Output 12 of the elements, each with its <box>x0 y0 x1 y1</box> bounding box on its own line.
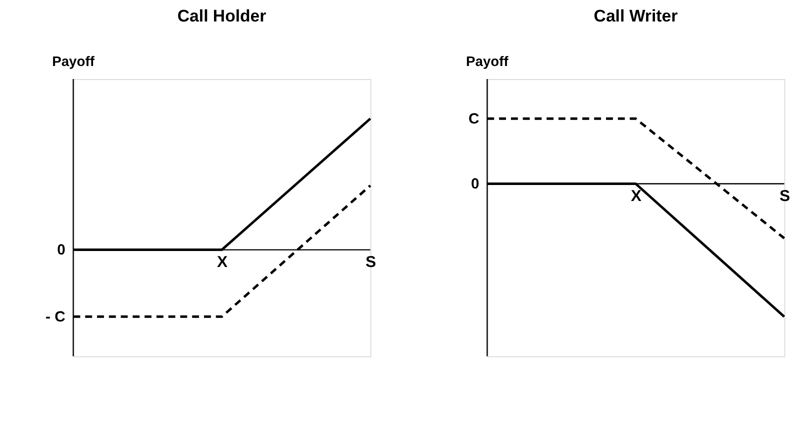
text: C <box>468 112 480 128</box>
text: 0 <box>57 242 66 259</box>
x-tick-label: S <box>779 188 790 206</box>
text: 0 <box>471 176 480 193</box>
text: - C <box>46 310 66 326</box>
x-tick-label: S <box>366 254 376 272</box>
x-tick-label: X <box>630 188 642 206</box>
y-axis-title: Payoff <box>52 53 95 70</box>
chart-title: Call Holder <box>177 6 267 26</box>
y-axis-title: Payoff <box>466 53 509 70</box>
chart-title: Call Writer <box>594 6 678 26</box>
x-tick-label: X <box>217 254 228 272</box>
